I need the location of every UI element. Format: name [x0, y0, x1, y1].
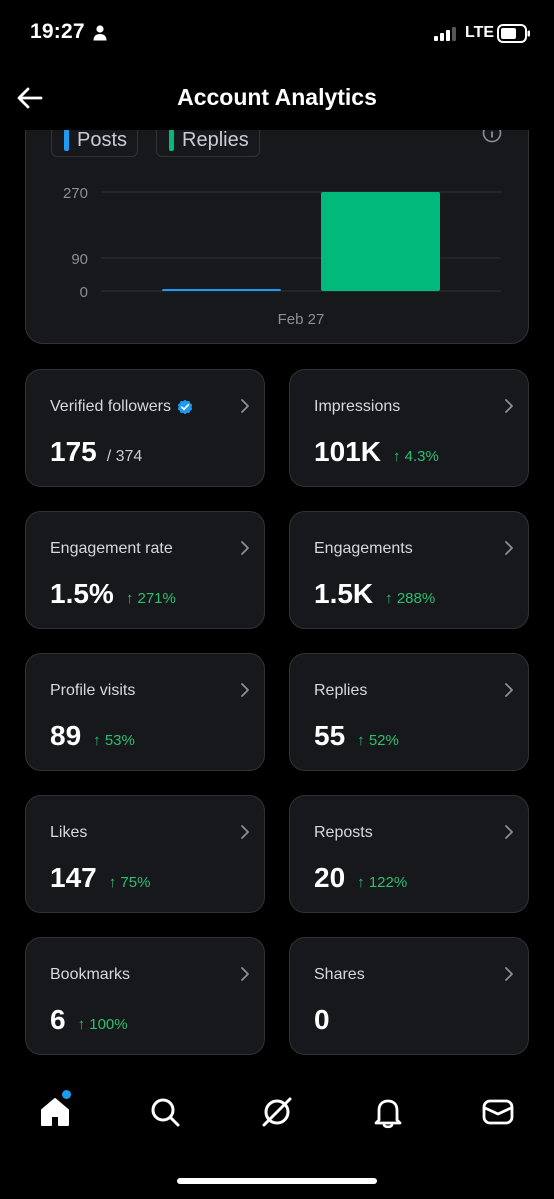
stat-label: Engagement rate — [50, 540, 173, 557]
stat-change: ↑ 100% — [77, 1016, 128, 1033]
stat-card-likes[interactable]: Likes 147 ↑ 75% — [25, 795, 265, 913]
stat-card-shares[interactable]: Shares 0 — [289, 937, 529, 1055]
stat-value: 1.5K — [314, 578, 374, 609]
stat-value-row: 89 ↑ 53% — [50, 720, 135, 752]
bar-replies[interactable] — [321, 192, 440, 291]
stat-value: 101K — [314, 436, 381, 467]
stat-label: Impressions — [314, 398, 401, 415]
stat-label: Reposts — [314, 824, 373, 841]
stat-card-engagements[interactable]: Engagements 1.5K ↑ 288% — [289, 511, 529, 629]
stat-card-reposts[interactable]: Reposts 20 ↑ 122% — [289, 795, 529, 913]
network-label: LTE — [465, 24, 495, 41]
stat-label-wrap: Replies — [314, 682, 367, 700]
verified-badge-icon — [177, 399, 193, 415]
chevron-right-icon — [505, 683, 513, 697]
stat-label-wrap: Likes — [50, 824, 87, 842]
stat-change: ↑ 53% — [93, 732, 135, 749]
stat-change: ↑ 75% — [108, 874, 151, 891]
search-icon[interactable] — [147, 1094, 183, 1130]
stat-value-row: 101K ↑ 4.3% — [314, 436, 439, 468]
y-tick-label: 270 — [63, 185, 88, 202]
stat-card-engagement-rate[interactable]: Engagement rate 1.5% ↑ 271% — [25, 511, 265, 629]
chevron-right-icon — [241, 967, 249, 981]
stat-card-bookmarks[interactable]: Bookmarks 6 ↑ 100% — [25, 937, 265, 1055]
notifications-icon[interactable] — [370, 1094, 406, 1130]
legend-replies-label: Replies — [182, 128, 249, 151]
battery-icon — [497, 24, 530, 43]
home-notification-dot — [62, 1090, 71, 1099]
chevron-right-icon — [241, 399, 249, 413]
messages-icon[interactable] — [480, 1094, 516, 1130]
chevron-right-icon — [241, 541, 249, 555]
stat-value: 55 — [314, 720, 346, 751]
stat-value-row: 0 — [314, 1004, 330, 1036]
stat-value: 20 — [314, 862, 346, 893]
chevron-right-icon — [241, 825, 249, 839]
legend-posts-label: Posts — [77, 128, 128, 151]
stat-label: Shares — [314, 966, 365, 983]
stat-card-impressions[interactable]: Impressions 101K ↑ 4.3% — [289, 369, 529, 487]
home-indicator — [177, 1178, 377, 1184]
legend-posts-swatch — [64, 129, 69, 151]
stat-label: Bookmarks — [50, 966, 131, 983]
chart-card: Posts Replies 270 90 0 Feb 27 — [25, 100, 529, 344]
x-tick-label: Feb 27 — [278, 311, 325, 328]
legend-replies-swatch — [169, 129, 174, 151]
stat-value-row: 1.5% ↑ 271% — [50, 578, 176, 610]
stat-label: Profile visits — [50, 682, 136, 699]
stat-total: / 374 — [106, 448, 143, 465]
app-header: Account Analytics — [0, 68, 554, 130]
chevron-right-icon — [505, 399, 513, 413]
stat-change: ↑ 52% — [357, 732, 399, 749]
page-title: Account Analytics — [177, 84, 377, 110]
home-icon[interactable] — [37, 1094, 73, 1130]
person-icon — [93, 25, 107, 41]
stat-change: ↑ 271% — [125, 590, 176, 607]
stat-card-replies[interactable]: Replies 55 ↑ 52% — [289, 653, 529, 771]
stat-value: 175 — [50, 436, 97, 467]
stat-label: Verified followers — [50, 398, 171, 415]
stat-label: Engagements — [314, 540, 413, 557]
status-time: 19:27 — [30, 20, 85, 43]
stat-label: Likes — [50, 824, 88, 841]
stat-value-row: 55 ↑ 52% — [314, 720, 399, 752]
y-tick-label: 0 — [80, 284, 88, 301]
stat-label-wrap: Impressions — [314, 398, 400, 416]
stat-label-wrap: Verified followers — [50, 398, 193, 416]
stat-value: 1.5% — [50, 578, 114, 609]
stat-card-verified-followers[interactable]: Verified followers 175 / 374 — [25, 369, 265, 487]
stat-change: ↑ 288% — [385, 590, 436, 607]
stat-change: ↑ 4.3% — [392, 448, 439, 465]
back-arrow-icon[interactable] — [14, 82, 46, 114]
stat-label-wrap: Shares — [314, 966, 365, 984]
stat-value-row: 147 ↑ 75% — [50, 862, 150, 894]
stat-value: 89 — [50, 720, 82, 751]
chevron-right-icon — [505, 541, 513, 555]
stat-label-wrap: Profile visits — [50, 682, 135, 700]
bar-chart: 270 90 0 Feb 27 — [63, 185, 501, 328]
grok-icon[interactable] — [259, 1094, 295, 1130]
stat-label-wrap: Engagement rate — [50, 540, 173, 558]
stat-value-row: 20 ↑ 122% — [314, 862, 407, 894]
chevron-right-icon — [505, 825, 513, 839]
y-tick-label: 90 — [71, 251, 88, 268]
chevron-right-icon — [505, 967, 513, 981]
stat-value: 147 — [50, 862, 97, 893]
bottom-nav — [0, 1080, 554, 1150]
stat-value-row: 1.5K ↑ 288% — [314, 578, 435, 610]
chevron-right-icon — [241, 683, 249, 697]
signal-icon — [434, 27, 456, 41]
stat-value-row: 6 ↑ 100% — [50, 1004, 128, 1036]
stat-change: ↑ 122% — [357, 874, 408, 891]
stat-value: 0 — [314, 1004, 330, 1035]
stat-value-row: 175 / 374 — [50, 436, 142, 468]
stat-card-profile-visits[interactable]: Profile visits 89 ↑ 53% — [25, 653, 265, 771]
stat-label-wrap: Reposts — [314, 824, 373, 842]
status-bar: 19:27 LTE — [0, 0, 554, 68]
stat-label: Replies — [314, 682, 368, 699]
stat-label-wrap: Engagements — [314, 540, 413, 558]
stat-value: 6 — [50, 1004, 66, 1035]
bar-posts[interactable] — [162, 289, 281, 291]
stat-label-wrap: Bookmarks — [50, 966, 130, 984]
